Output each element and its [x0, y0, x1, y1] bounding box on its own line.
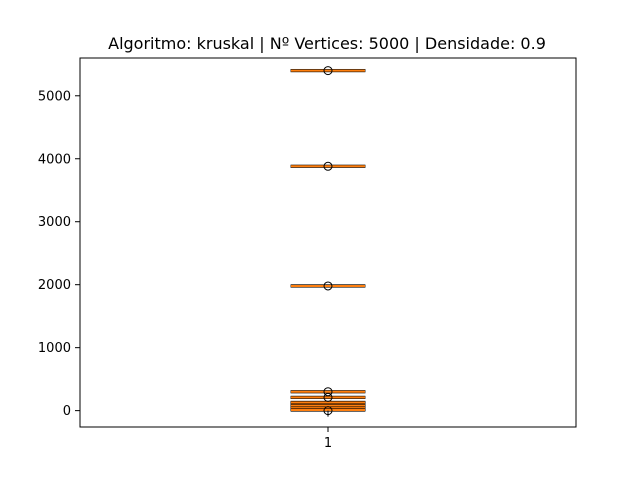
y-tick-label: 2000: [38, 278, 71, 293]
y-tick-label: 0: [63, 404, 71, 419]
flier-point: [323, 161, 333, 171]
y-tick-label: 3000: [38, 215, 71, 230]
flier-point: [323, 387, 333, 397]
flier-point: [323, 66, 333, 76]
flier-point: [323, 406, 333, 416]
flier-point: [323, 281, 333, 291]
x-tick-label: 1: [324, 436, 332, 451]
chart-title: Algoritmo: kruskal | Nº Vertices: 5000 |…: [108, 34, 546, 53]
axes-frame: [79, 57, 577, 428]
y-tick-label: 5000: [38, 89, 71, 104]
plot-area: [290, 66, 366, 417]
flier-point: [323, 392, 333, 402]
y-tick-label: 1000: [38, 341, 71, 356]
y-tick-label: 4000: [38, 152, 71, 167]
